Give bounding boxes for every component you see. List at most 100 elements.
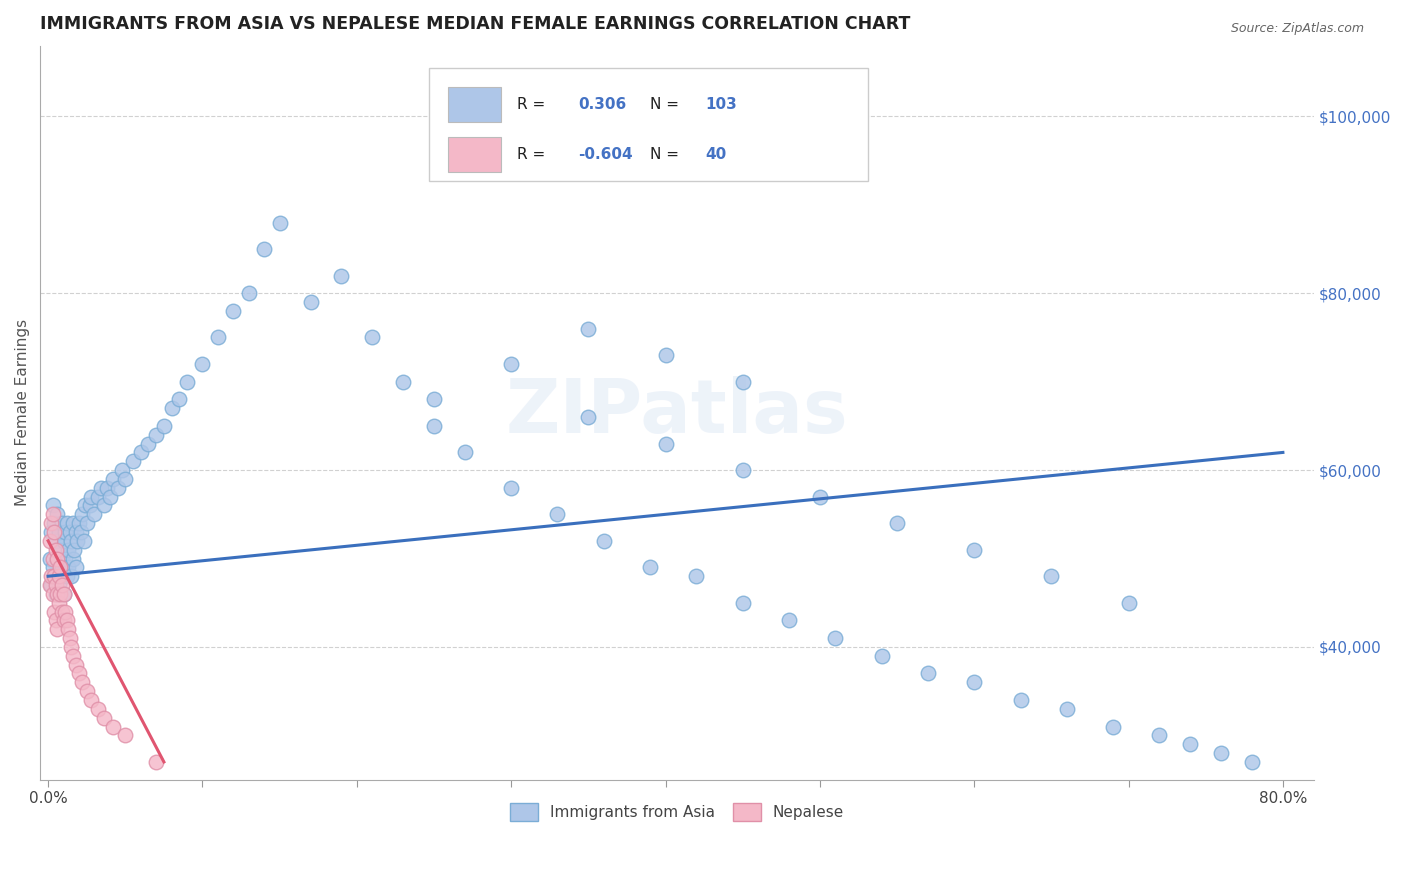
- Point: [44, 524, 66, 539]
- Point: [58, 622, 80, 636]
- Point: [70, 675, 93, 690]
- Point: [44, 569, 66, 583]
- Point: [51, 605, 73, 619]
- Point: [576, 321, 599, 335]
- Point: [169, 392, 191, 407]
- Point: [1118, 596, 1140, 610]
- Point: [90, 481, 112, 495]
- Point: [963, 675, 986, 690]
- Point: [45, 542, 67, 557]
- Point: [55, 516, 77, 531]
- Point: [423, 418, 446, 433]
- Point: [1211, 746, 1233, 760]
- Point: [76, 516, 98, 531]
- Point: [65, 657, 87, 672]
- Point: [80, 490, 103, 504]
- Point: [51, 578, 73, 592]
- Point: [685, 569, 707, 583]
- Point: [42, 587, 65, 601]
- Point: [58, 542, 80, 557]
- Point: [39, 578, 62, 592]
- Point: [72, 533, 94, 548]
- Point: [1056, 702, 1078, 716]
- FancyBboxPatch shape: [429, 68, 868, 181]
- Point: [53, 605, 76, 619]
- Point: [48, 569, 70, 583]
- Point: [69, 524, 91, 539]
- Point: [238, 286, 260, 301]
- Point: [45, 533, 67, 548]
- Text: 103: 103: [704, 97, 737, 112]
- Point: [101, 720, 124, 734]
- Point: [778, 614, 800, 628]
- Point: [52, 587, 75, 601]
- Point: [824, 631, 846, 645]
- Point: [48, 578, 70, 592]
- Point: [42, 551, 65, 566]
- Point: [46, 508, 69, 522]
- Point: [66, 533, 89, 548]
- Point: [53, 524, 76, 539]
- Text: N =: N =: [651, 97, 685, 112]
- Text: R =: R =: [516, 97, 550, 112]
- Text: 0.306: 0.306: [578, 97, 626, 112]
- Point: [731, 463, 754, 477]
- Bar: [449, 87, 502, 122]
- Point: [46, 551, 69, 566]
- Point: [39, 569, 62, 583]
- Point: [93, 499, 115, 513]
- Point: [44, 605, 66, 619]
- Point: [38, 551, 60, 566]
- Text: ZIPatlas: ZIPatlas: [506, 376, 848, 450]
- Point: [546, 508, 568, 522]
- Text: IMMIGRANTS FROM ASIA VS NEPALESE MEDIAN FEMALE EARNINGS CORRELATION CHART: IMMIGRANTS FROM ASIA VS NEPALESE MEDIAN …: [41, 15, 911, 33]
- Point: [55, 614, 77, 628]
- Point: [1149, 728, 1171, 742]
- Point: [38, 533, 60, 548]
- Point: [870, 648, 893, 663]
- Point: [176, 375, 198, 389]
- Point: [963, 542, 986, 557]
- Bar: [449, 136, 502, 172]
- Point: [592, 533, 614, 548]
- Point: [65, 524, 87, 539]
- Point: [70, 508, 93, 522]
- Point: [75, 499, 97, 513]
- Point: [63, 542, 86, 557]
- Point: [53, 551, 76, 566]
- Point: [638, 560, 661, 574]
- Point: [59, 631, 82, 645]
- Point: [62, 551, 84, 566]
- Text: R =: R =: [516, 147, 550, 161]
- Point: [39, 516, 62, 531]
- Point: [1240, 755, 1263, 769]
- Point: [191, 357, 214, 371]
- Point: [808, 490, 831, 504]
- Point: [392, 375, 415, 389]
- Point: [501, 357, 523, 371]
- Point: [49, 542, 72, 557]
- Point: [207, 330, 229, 344]
- Point: [60, 640, 83, 654]
- Point: [222, 304, 245, 318]
- Point: [80, 693, 103, 707]
- Point: [46, 587, 69, 601]
- Point: [145, 755, 167, 769]
- Text: 40: 40: [704, 147, 727, 161]
- Point: [96, 481, 118, 495]
- Point: [114, 472, 136, 486]
- Point: [299, 295, 322, 310]
- Point: [129, 445, 152, 459]
- Point: [62, 648, 84, 663]
- Point: [454, 445, 477, 459]
- Point: [42, 560, 65, 574]
- Point: [98, 490, 121, 504]
- Point: [45, 578, 67, 592]
- Point: [576, 410, 599, 425]
- Point: [45, 587, 67, 601]
- Point: [79, 499, 101, 513]
- Point: [51, 560, 73, 574]
- Point: [52, 587, 75, 601]
- Point: [59, 524, 82, 539]
- Point: [46, 551, 69, 566]
